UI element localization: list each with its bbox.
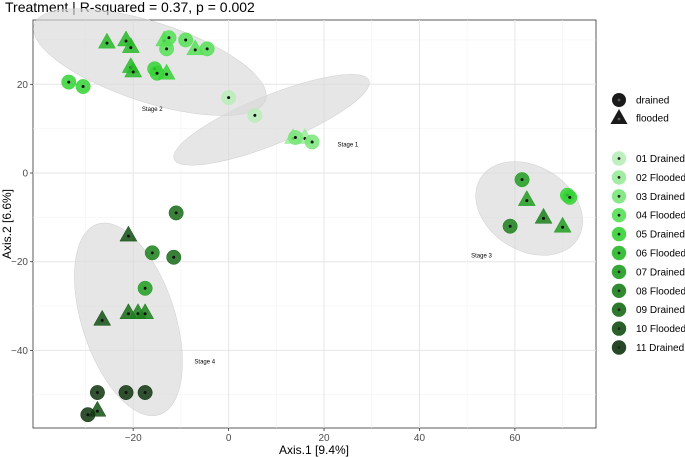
shape-legend-label: flooded <box>636 114 669 125</box>
flooded-point <box>157 63 176 80</box>
legend-center-dot <box>617 117 621 121</box>
color-legend-label: 03 Drained <box>636 192 685 203</box>
legend-swatch-dot <box>617 157 621 160</box>
point-center-dot <box>150 251 154 255</box>
color-legend-label: 04 Flooded <box>636 211 685 222</box>
point-center-dot <box>293 136 297 140</box>
color-legend-label: 08 Flooded <box>636 286 685 297</box>
flooded-point <box>121 37 140 53</box>
point-center-dot <box>136 312 140 316</box>
flooded-point <box>93 309 112 326</box>
point-center-dot <box>95 391 99 395</box>
color-legend-label: 05 Drained <box>636 230 685 241</box>
flooded-point <box>119 225 138 242</box>
point-center-dot <box>253 113 257 117</box>
axes: −20 0 20 40 60 −40 −20 0 20 <box>11 80 521 444</box>
color-legend-label: 01 Drained <box>636 154 685 165</box>
point-center-dot <box>131 70 135 74</box>
y-tick-label: 0 <box>22 169 28 180</box>
flooded-point <box>98 32 116 49</box>
color-legend-label: 10 Flooded <box>636 324 685 335</box>
point-center-dot <box>124 39 128 43</box>
point-center-dot <box>542 216 546 220</box>
legend-swatch-dot <box>617 251 621 255</box>
point-center-dot <box>193 48 197 52</box>
flooded-point <box>136 303 155 319</box>
point-center-dot <box>124 391 128 395</box>
point-center-dot <box>95 409 99 413</box>
color-legend-label: 09 Drained <box>636 305 685 316</box>
flooded-point <box>186 39 205 56</box>
stage-label: Stage 3 <box>471 253 492 259</box>
chart-title: Treatment | R-squared = 0.37, p = 0.002 <box>5 0 255 15</box>
legend-flooded-icon <box>610 109 628 124</box>
x-tick-label: 60 <box>509 433 521 444</box>
point-center-dot <box>126 234 130 238</box>
stage-ellipse <box>74 222 183 416</box>
point-center-dot <box>143 391 147 395</box>
point-center-dot <box>143 312 147 316</box>
point-center-dot <box>184 38 188 42</box>
ellipse-labels: Stage 1 Stage 2 Stage 3 Stage 4 <box>142 107 493 366</box>
point-center-dot <box>165 47 169 51</box>
color-legend-label: 06 Flooded <box>636 249 685 260</box>
color-legend-label: 02 Flooded <box>636 173 685 184</box>
x-tick-label: 20 <box>318 433 330 444</box>
y-axis-title: Axis.2 [6.6%] <box>0 189 14 259</box>
point-center-dot <box>508 224 512 228</box>
flooded-point <box>534 207 553 224</box>
legend-swatch-dot <box>617 232 621 236</box>
shape-legend-label: drained <box>636 96 669 107</box>
stage-label: Stage 4 <box>194 360 215 366</box>
flooded-point <box>124 61 143 78</box>
legend-swatch-dot <box>617 176 621 179</box>
point-center-dot <box>81 85 85 89</box>
legend-swatch-dot <box>617 194 621 198</box>
point-center-dot <box>165 72 169 76</box>
point-center-dot <box>105 41 109 45</box>
stage-ellipse <box>33 8 267 116</box>
stage-label: Stage 2 <box>142 107 163 113</box>
point-center-dot <box>568 195 572 199</box>
x-tick-label: 40 <box>414 433 426 444</box>
point-center-dot <box>129 46 133 50</box>
point-center-dot <box>525 199 529 203</box>
color-legend-label: 07 Drained <box>636 267 685 278</box>
point-center-dot <box>172 255 176 259</box>
point-center-dot <box>561 225 565 229</box>
y-tick-label: 20 <box>17 80 29 91</box>
point-center-dot <box>520 178 524 182</box>
point-center-dot <box>174 211 178 215</box>
legend-swatch-dot <box>617 346 621 349</box>
shape-legend: drained flooded <box>610 93 669 125</box>
color-legend-label: 11 Drained <box>636 343 684 354</box>
legend-swatch-dot <box>617 327 621 330</box>
point-center-dot <box>67 80 71 84</box>
point-center-dot <box>143 286 147 290</box>
point-center-dot <box>167 36 171 40</box>
y-tick-label: −20 <box>11 257 28 268</box>
color-legend: 01 Drained 02 Flooded 03 Drained 04 Flooded… <box>611 151 685 355</box>
y-tick-label: −40 <box>11 346 28 357</box>
legend-center-dot <box>617 98 621 102</box>
legend-swatch-dot <box>617 213 621 217</box>
legend-swatch-dot <box>617 270 621 274</box>
point-center-dot <box>126 312 130 316</box>
legend-swatch-dot <box>617 308 621 312</box>
stage-label: Stage 1 <box>338 142 359 148</box>
x-tick-label: −20 <box>125 433 142 444</box>
point-center-dot <box>310 140 314 144</box>
flooded-point <box>553 216 572 233</box>
flooded-point <box>517 190 536 206</box>
point-center-dot <box>227 96 231 100</box>
legend-swatch-dot <box>617 289 621 293</box>
point-center-dot <box>86 413 90 417</box>
point-center-dot <box>100 318 104 322</box>
data-points <box>61 30 578 423</box>
point-center-dot <box>205 47 209 51</box>
x-tick-label: 0 <box>226 433 232 444</box>
x-axis-title: Axis.1 [9.4%] <box>279 443 349 457</box>
point-center-dot <box>155 71 159 75</box>
